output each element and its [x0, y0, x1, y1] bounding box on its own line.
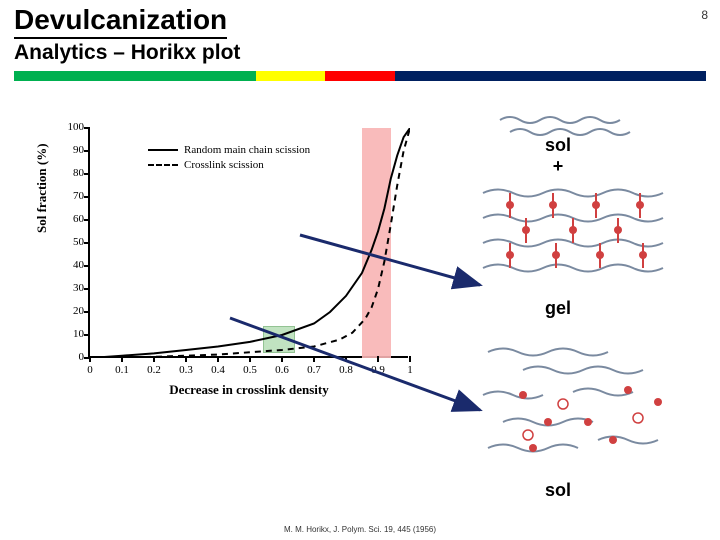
horikx-chart: Sol fraction (%) Decrease in crosslink d…	[38, 118, 438, 398]
page-number: 8	[701, 8, 708, 22]
title-block: Devulcanization	[0, 0, 720, 39]
page-subtitle: Analytics – Horikx plot	[0, 39, 720, 69]
label-gel: gel	[545, 298, 571, 319]
page-title: Devulcanization	[14, 4, 227, 39]
schematic-sol-lines	[495, 112, 635, 142]
schematic-gel-network	[478, 178, 678, 288]
accent-color-bar	[14, 71, 706, 81]
label-sol: sol	[545, 480, 571, 501]
y-axis-title: Sol fraction (%)	[34, 143, 50, 233]
schematic-sol-broken	[478, 340, 678, 470]
citation: M. M. Horikx, J. Polym. Sci. 19, 445 (19…	[284, 525, 436, 534]
plot-area: Decrease in crosslink density 0102030405…	[88, 128, 408, 358]
x-axis-title: Decrease in crosslink density	[169, 382, 329, 398]
